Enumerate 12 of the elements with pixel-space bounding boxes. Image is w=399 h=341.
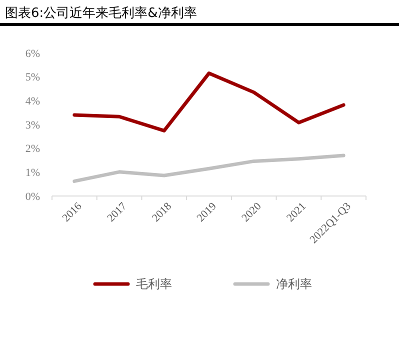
- legend-label: 毛利率: [136, 277, 172, 292]
- chart-title: 图表6:公司近年来毛利率&净利率: [5, 5, 197, 21]
- y-tick-label: 4%: [25, 96, 40, 108]
- line-series: [72, 154, 346, 183]
- y-tick-label: 6%: [25, 48, 40, 60]
- legend-label: 净利率: [276, 277, 312, 292]
- y-tick-label: 2%: [25, 143, 40, 156]
- y-tick-label: 1%: [25, 167, 40, 180]
- y-tick-label: 3%: [25, 119, 40, 132]
- y-tick-label: 0%: [25, 190, 40, 203]
- line-series: [72, 72, 346, 132]
- y-tick-label: 5%: [25, 72, 40, 84]
